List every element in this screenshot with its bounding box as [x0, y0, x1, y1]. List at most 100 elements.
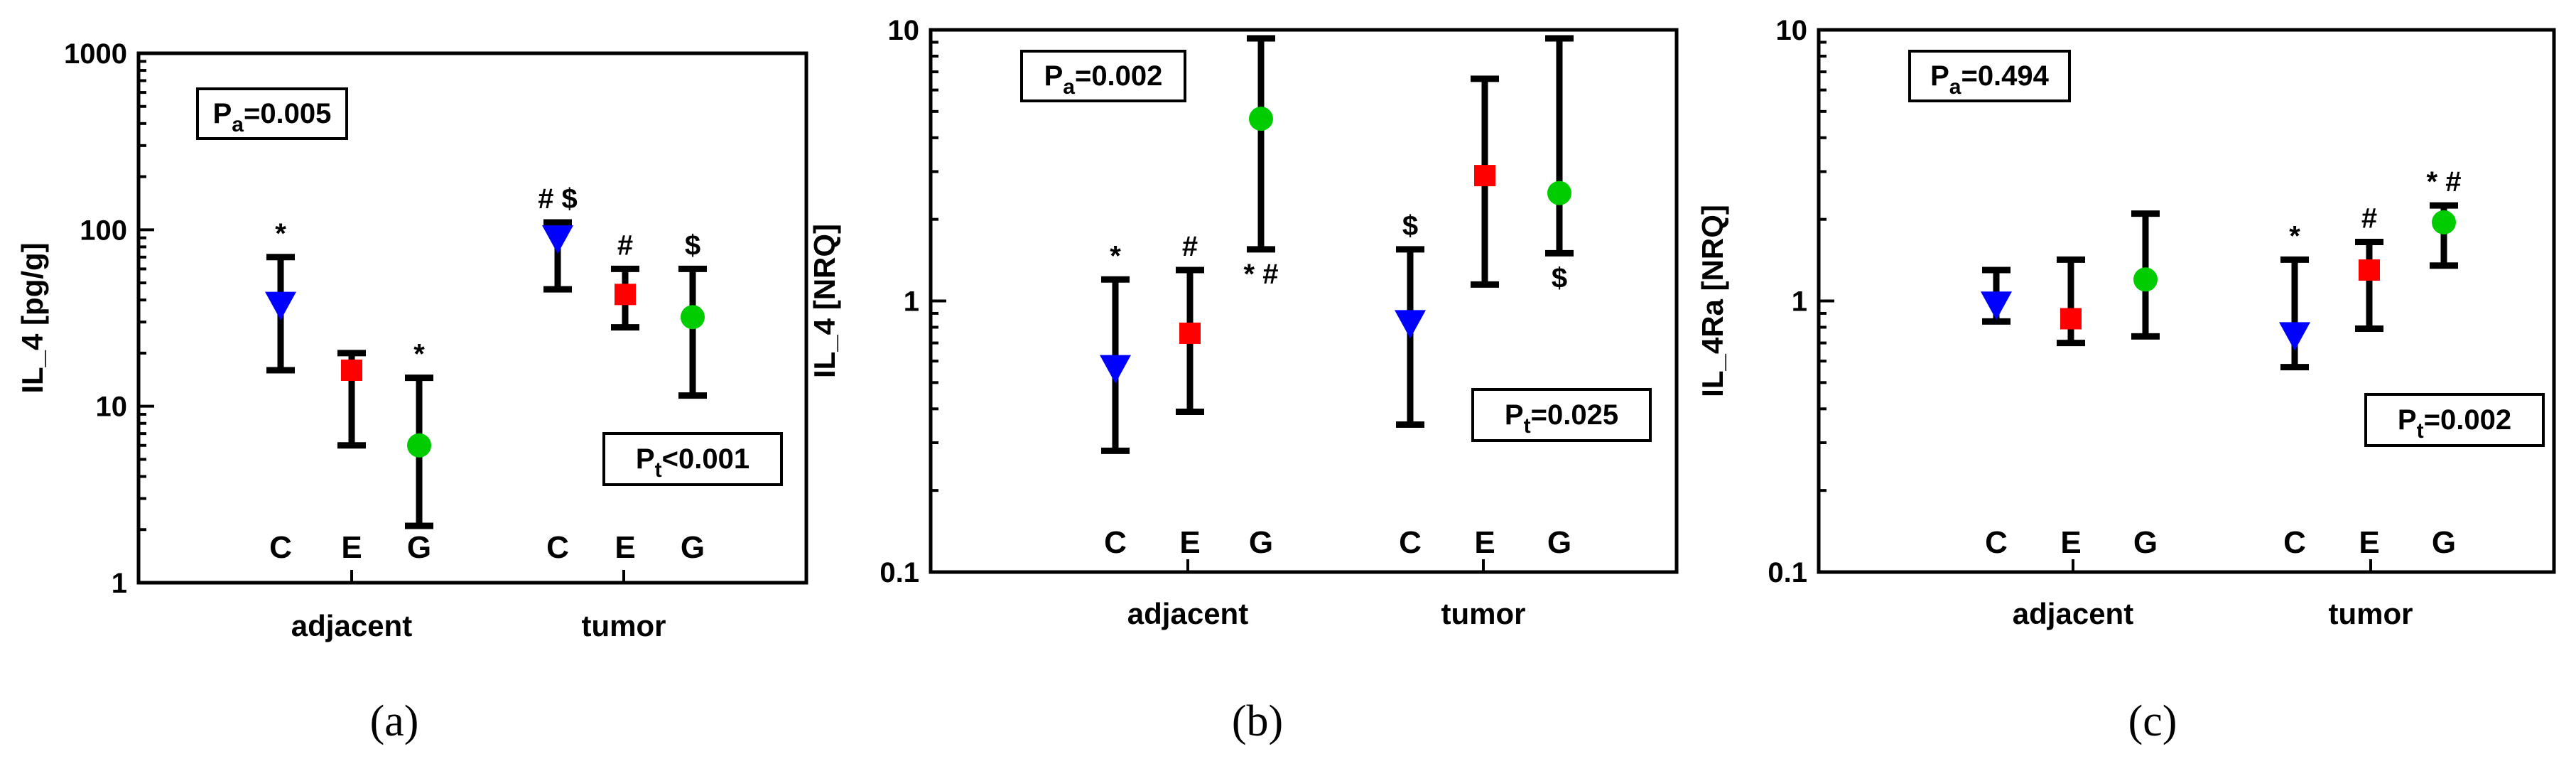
significance-marker: $	[685, 230, 700, 261]
data-point-adjacent-C	[1981, 266, 2012, 325]
data-point-tumor-G: $	[678, 230, 707, 399]
p-value-text: Pt<0.001	[636, 443, 749, 482]
y-tick-label: 0.1	[1768, 557, 1807, 588]
data-point-adjacent-E: #	[1176, 231, 1204, 416]
marker-square	[2060, 308, 2082, 330]
y-tick-label: 10	[1776, 15, 1808, 46]
panel-label: (a)	[370, 697, 419, 745]
data-point-adjacent-G	[2131, 210, 2160, 340]
panel-label: (c)	[2128, 697, 2177, 745]
p-value-box	[2364, 393, 2545, 447]
category-letter: C	[1399, 525, 1422, 560]
category-letter: E	[1474, 525, 1495, 560]
p-value-adjacent: Pa=0.002	[1020, 50, 1186, 102]
category-letter: C	[1104, 525, 1127, 560]
p-value-text: Pa=0.005	[213, 98, 332, 136]
category-letter: C	[2283, 525, 2306, 560]
significance-marker: #	[2361, 203, 2377, 235]
marker-circle	[1547, 180, 1571, 205]
marker-triangle	[265, 291, 296, 320]
p-value-box	[1471, 388, 1652, 442]
marker-circle	[2133, 267, 2158, 292]
significance-marker: $	[1402, 210, 1418, 242]
data-point-adjacent-C: *	[1100, 240, 1131, 454]
category-letter: E	[2060, 525, 2081, 560]
significance-marker: $	[1552, 262, 1567, 293]
data-point-tumor-C: # $	[538, 183, 578, 293]
significance-marker: #	[1182, 231, 1198, 262]
p-value-box	[1020, 50, 1186, 102]
data-point-adjacent-G: *	[405, 339, 433, 529]
data-point-tumor-C: $	[1395, 210, 1426, 428]
significance-marker: #	[617, 230, 633, 261]
p-value-box	[602, 432, 783, 486]
y-axis-label: IL_4Ra [NRQ]	[1696, 205, 1729, 397]
marker-triangle	[1395, 310, 1426, 339]
data-point-adjacent-C: *	[265, 218, 296, 374]
y-axis-label: IL_4 [pg/g]	[16, 242, 49, 393]
p-value-tumor: Pt=0.025	[1471, 388, 1652, 442]
significance-marker: *	[275, 218, 286, 249]
data-point-tumor-C: *	[2279, 220, 2310, 371]
category-letter: E	[2359, 525, 2379, 560]
y-tick-label: 10	[96, 392, 128, 423]
p-value-box	[1908, 50, 2071, 102]
significance-marker: # $	[538, 183, 578, 215]
data-point-tumor-G: * #	[2427, 166, 2462, 269]
marker-square	[615, 284, 636, 306]
marker-circle	[2432, 210, 2456, 235]
category-letter: E	[1179, 525, 1200, 560]
p-value-adjacent: Pa=0.494	[1908, 50, 2071, 102]
significance-marker: * #	[1244, 259, 1279, 290]
data-point-adjacent-E	[337, 350, 366, 449]
y-tick-label: 1	[1792, 286, 1807, 318]
plot-frame	[136, 51, 808, 585]
data-point-tumor-E: #	[2355, 203, 2383, 333]
panel-a: 1 10 100 1000 IL_4 [pg/g] adjacent tumor * C E * G #…	[16, 38, 808, 745]
category-letter: G	[2133, 525, 2158, 560]
marker-circle	[1249, 107, 1273, 131]
category-letter: E	[341, 530, 362, 565]
p-value-text: Pt=0.025	[1505, 399, 1618, 438]
category-letter: G	[2432, 525, 2456, 560]
p-value-tumor: Pt=0.002	[2364, 393, 2545, 447]
panel-b: 0.1 1 10 IL_4 [NRQ] adjacent tumor * C # E * # G $ C E…	[808, 15, 1679, 745]
p-value-box	[196, 87, 348, 140]
category-letter: G	[407, 530, 431, 565]
marker-square	[2359, 259, 2380, 281]
data-point-tumor-E	[1471, 75, 1499, 288]
y-axis-label: IL_4 [NRQ]	[808, 224, 841, 378]
y-tick-label: 0.1	[880, 557, 919, 588]
x-group-label: tumor	[1441, 597, 1526, 630]
data-point-adjacent-E	[2057, 256, 2085, 347]
significance-marker: *	[2289, 220, 2300, 252]
p-value-text: Pa=0.494	[1930, 60, 2050, 99]
data-point-tumor-G: $	[1545, 35, 1574, 293]
x-group-label: tumor	[582, 609, 666, 642]
category-letter: G	[1249, 525, 1273, 560]
y-tick-label: 100	[80, 215, 127, 246]
category-letter: C	[1985, 525, 2008, 560]
significance-marker: * #	[2427, 166, 2462, 198]
y-tick-label: 1000	[64, 38, 127, 70]
marker-square	[341, 359, 362, 381]
x-group-label: tumor	[2329, 597, 2413, 630]
x-group-label: adjacent	[1127, 597, 1248, 630]
x-group-label: adjacent	[2013, 597, 2133, 630]
y-tick-label: 1	[112, 568, 127, 599]
marker-square	[1179, 322, 1201, 344]
category-letter: C	[546, 530, 569, 565]
data-point-tumor-E: #	[611, 230, 639, 331]
p-value-text: Pt=0.002	[2398, 404, 2511, 443]
plot-frame	[929, 28, 1679, 574]
marker-triangle	[2279, 322, 2310, 351]
marker-triangle	[1981, 291, 2012, 320]
category-letter: G	[1547, 525, 1571, 560]
p-value-tumor: Pt<0.001	[602, 432, 783, 486]
data-point-adjacent-G: * #	[1244, 35, 1279, 290]
p-value-adjacent: Pa=0.005	[196, 87, 348, 140]
marker-circle	[407, 433, 431, 458]
category-letter: E	[615, 530, 635, 565]
marker-circle	[681, 305, 705, 330]
